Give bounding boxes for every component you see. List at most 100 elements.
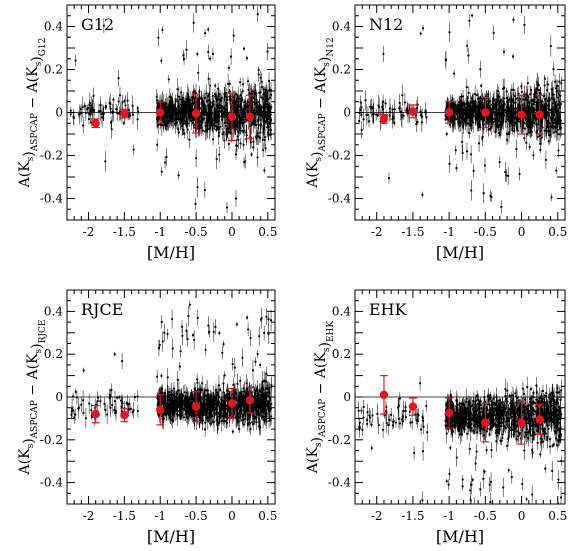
data-point: [513, 112, 516, 115]
data-point: [216, 106, 220, 109]
data-point: [82, 369, 85, 372]
y-tick-label: 0.4: [44, 20, 63, 34]
data-point: [466, 44, 469, 47]
data-point: [209, 118, 212, 121]
data-point: [477, 97, 480, 100]
data-point: [236, 97, 239, 100]
data-point: [555, 87, 558, 90]
data-point: [258, 108, 262, 112]
data-point: [451, 102, 455, 105]
data-point: [203, 96, 207, 99]
data-point: [535, 118, 538, 121]
data-point: [88, 101, 91, 105]
panel-g12: -2 -1.5 -1 -0.5 0 0.5 -0.4 -0.2 0 0.2 0.4 G12 [M/H] A…: [17, 4, 277, 262]
data-point: [450, 105, 454, 109]
data-point: [196, 381, 199, 384]
data-point: [200, 97, 203, 100]
data-point: [218, 153, 221, 156]
data-point: [270, 119, 273, 122]
data-point: [265, 120, 268, 123]
binned-point: [245, 94, 255, 139]
data-point: [128, 112, 131, 115]
data-point: [243, 129, 246, 132]
data-point: [212, 138, 215, 141]
data-point: [460, 113, 463, 116]
data-point: [111, 111, 114, 114]
data-point: [552, 93, 555, 96]
data-point: [182, 106, 185, 109]
data-point: [224, 121, 227, 124]
data-point: [492, 31, 495, 34]
data-point: [452, 122, 456, 125]
data-point: [555, 106, 558, 109]
data-point: [256, 134, 259, 138]
data-point: [260, 123, 263, 126]
binned-marker: [91, 119, 100, 128]
data-point: [496, 112, 499, 115]
data-point: [245, 131, 248, 134]
data-point: [110, 388, 113, 392]
x-tick-label: -1: [443, 225, 455, 239]
data-point: [539, 148, 542, 151]
data-point: [118, 94, 122, 97]
data-point: [84, 111, 87, 114]
data-point: [182, 122, 185, 125]
data-point: [268, 122, 271, 125]
data-point: [77, 113, 81, 116]
data-point: [477, 115, 480, 118]
data-point: [207, 94, 210, 98]
data-point: [219, 99, 222, 102]
data-point: [235, 144, 238, 147]
data-point: [504, 120, 507, 123]
data-point: [237, 104, 240, 107]
data-point: [90, 104, 93, 107]
data-point: [167, 78, 170, 81]
data-point: [241, 109, 245, 112]
y-tick-label: -0.4: [328, 192, 352, 206]
data-point: [79, 108, 82, 111]
x-tick-label: -1.5: [401, 225, 424, 239]
data-point: [256, 156, 259, 159]
data-point: [261, 111, 264, 114]
data-point: [482, 192, 485, 195]
data-point: [483, 164, 487, 167]
data-point: [233, 99, 236, 102]
y-tick-label: 0: [343, 106, 351, 120]
data-point: [211, 123, 214, 127]
data-point: [358, 119, 361, 122]
data-point: [122, 122, 126, 125]
data-point: [182, 57, 186, 61]
data-point: [110, 128, 113, 131]
data-point: [237, 138, 240, 141]
data-point: [512, 18, 515, 21]
data-point: [72, 115, 75, 118]
data-point: [203, 32, 207, 35]
data-point: [180, 103, 183, 106]
data-point: [208, 127, 211, 130]
data-point: [240, 111, 243, 114]
data-point: [536, 84, 539, 87]
data-point: [228, 90, 231, 93]
data-point: [507, 132, 511, 136]
data-point: [468, 132, 471, 135]
data-point: [261, 138, 264, 142]
data-point: [257, 73, 260, 76]
data-point: [196, 53, 199, 56]
data-point: [207, 112, 210, 115]
y-tick-label: -0.2: [328, 149, 351, 163]
data-point: [201, 99, 205, 103]
data-point: [198, 123, 201, 126]
data-point: [550, 196, 553, 199]
data-point: [547, 119, 550, 123]
data-point: [205, 100, 209, 103]
data-point: [268, 115, 271, 118]
y-tick-label: -0.4: [40, 192, 64, 206]
data-point: [558, 103, 561, 106]
data-point: [537, 89, 540, 92]
data-point: [536, 123, 539, 126]
data-point: [90, 108, 93, 112]
data-point: [224, 92, 227, 95]
data-point: [452, 119, 455, 122]
data-point: [156, 143, 159, 146]
data-point: [459, 108, 462, 111]
